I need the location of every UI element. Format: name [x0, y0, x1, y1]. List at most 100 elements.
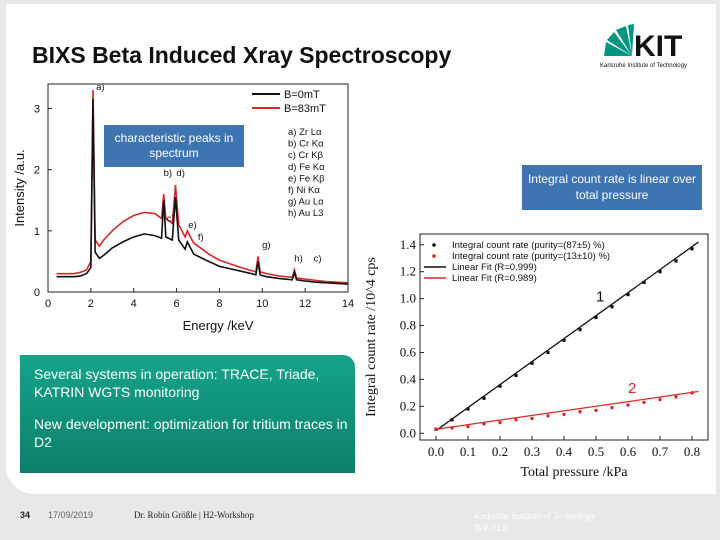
kit-logo: KIT Karlsruhe Institute of Technology — [598, 20, 713, 72]
pressure-point-series-0 — [674, 259, 678, 263]
pressure-point-series-0 — [594, 315, 598, 320]
kit-logo-subtitle: Karlsruhe Institute of Technology — [600, 63, 687, 69]
pressure-ytick-label: 1.2 — [400, 264, 416, 279]
spectrum-peak-key: d) Fe Kα — [288, 162, 325, 173]
spectrum-plot-frame — [47, 83, 349, 293]
spectrum-xtick-label: 10 — [256, 298, 268, 310]
pressure-xtick-label: 0.7 — [652, 444, 669, 459]
spectrum-peak-label: c) — [314, 253, 322, 264]
pressure-point-series-0 — [642, 280, 646, 285]
pressure-ylabel: Integral count rate /10^4 cps — [364, 257, 379, 417]
spectrum-peak-key: b) Cr Kα — [288, 139, 324, 150]
pressure-legend-label: Integral count rate (purity=(87±5) %) — [452, 240, 605, 251]
pressure-point-series-0 — [450, 418, 454, 422]
pressure-ytick-label: 0.4 — [400, 371, 417, 386]
spectrum-peak-label: c) — [167, 214, 175, 225]
spectrum-ytick-label: 0 — [34, 287, 40, 299]
pressure-xtick-label: 0.8 — [684, 444, 700, 459]
pressure-legend-label: Linear Fit (R=0.999) — [452, 262, 537, 273]
pressure-fit-line-1 — [435, 390, 699, 430]
spectrum-peak-key: a) Zr Lα — [288, 127, 322, 138]
spectrum-xtick-label: 6 — [174, 298, 180, 310]
spectrum-peak-key: c) Cr Kβ — [288, 150, 324, 161]
footer-org: Karlsruhe Institute of Technology IKP-TL… — [474, 510, 595, 534]
pressure-point-series-1 — [434, 427, 438, 431]
pressure-point-series-1 — [562, 412, 566, 417]
info-paragraph-development: New development: optimization for tritiu… — [34, 416, 348, 450]
pressure-legend-marker — [432, 243, 436, 247]
pressure-point-series-1 — [498, 420, 502, 425]
pressure-point-series-0 — [466, 407, 470, 411]
spectrum-peak-label: e) — [188, 220, 196, 231]
spectrum-series-0 — [56, 99, 349, 285]
pressure-xtick-label: 0.6 — [620, 444, 637, 459]
pressure-point-series-1 — [610, 405, 614, 410]
footer: 34 17/09/2019 Dr. Robin Größle | H2-Work… — [0, 494, 720, 540]
pressure-xtick-label: 0.4 — [556, 444, 573, 459]
info-box: Several systems in operation: TRACE, Tri… — [20, 355, 355, 473]
kit-logo-mark-icon — [604, 24, 634, 56]
pressure-series-label: 2 — [628, 380, 636, 397]
pressure-ytick-label: 0.0 — [400, 425, 416, 440]
spectrum-peak-key: f) Ni Kα — [288, 185, 320, 196]
pressure-point-series-1 — [482, 422, 486, 426]
pressure-ytick-label: 1.4 — [400, 237, 417, 252]
pressure-point-series-0 — [482, 396, 486, 400]
pressure-point-series-1 — [594, 408, 598, 413]
spectrum-peak-label: g) — [262, 240, 270, 251]
pressure-point-series-1 — [690, 391, 694, 395]
pressure-series-label: 1 — [596, 288, 604, 305]
pressure-point-series-1 — [530, 416, 534, 421]
pressure-xtick-label: 0.2 — [492, 444, 508, 459]
pressure-point-series-1 — [674, 395, 678, 399]
footer-org-line2: IKP-TLK — [474, 523, 509, 533]
pressure-point-series-1 — [450, 426, 454, 430]
kit-logo-text: KIT — [634, 30, 682, 63]
info-paragraph-systems: Several systems in operation: TRACE, Tri… — [34, 366, 320, 400]
footer-org-line1: Karlsruhe Institute of Technology — [474, 511, 596, 521]
spectrum-peak-key: g) Au Lα — [288, 197, 324, 208]
spectrum-peak-key: e) Fe Kβ — [288, 173, 325, 184]
spectrum-xtick-label: 12 — [299, 298, 311, 310]
spectrum-peak-label: a) — [96, 82, 104, 93]
pressure-point-series-1 — [578, 410, 582, 414]
pressure-xtick-label: 0.5 — [588, 444, 604, 459]
pressure-point-series-0 — [514, 373, 518, 377]
spectrum-legend-label: B=83mT — [284, 103, 326, 115]
pressure-point-series-0 — [690, 247, 694, 251]
pressure-xtick-label: 0.1 — [460, 444, 476, 459]
pressure-point-series-1 — [466, 424, 470, 429]
spectrum-ytick-label: 3 — [34, 103, 40, 115]
spectrum-xtick-label: 2 — [88, 298, 94, 310]
peaks-annotation: characteristic peaks in spectrum — [104, 125, 244, 167]
spectrum-xtick-label: 14 — [342, 298, 354, 310]
pressure-point-series-1 — [626, 403, 630, 407]
spectrum-xtick-label: 8 — [216, 298, 222, 310]
spectrum-legend-label: B=0mT — [284, 89, 320, 101]
pressure-legend-label: Integral count rate (purity=(13±10) %) — [452, 251, 610, 262]
spectrum-peak-key: h) Au L3 — [288, 208, 323, 219]
pressure-xtick-label: 0.3 — [524, 444, 540, 459]
pressure-point-series-0 — [578, 327, 582, 332]
pressure-point-series-1 — [546, 414, 550, 418]
pressure-point-series-1 — [514, 418, 518, 422]
pressure-ytick-label: 1.0 — [400, 291, 416, 306]
pressure-point-series-0 — [498, 384, 502, 388]
spectrum-peak-label: d) — [176, 168, 184, 179]
pressure-legend-label: Linear Fit (R=0.989) — [452, 273, 537, 284]
pressure-fit-line-0 — [435, 241, 699, 432]
pressure-xtick-label: 0.0 — [428, 444, 444, 459]
spectrum-ylabel: Intensity /a.u. — [12, 149, 27, 226]
pressure-legend-marker — [432, 254, 436, 258]
slide-title: BIXS Beta Induced Xray Spectroscopy — [32, 42, 452, 68]
pressure-point-series-0 — [546, 350, 550, 355]
page-number: 34 — [20, 510, 31, 520]
pressure-xlabel: Total pressure /kPa — [520, 465, 628, 480]
pressure-chart: 0.0 0.1 0.2 0.3 0.4 0.5 0.6 0.7 0.8 0.0 0.2 0.4 0.6 0… — [364, 233, 709, 480]
pressure-point-series-1 — [642, 400, 646, 405]
pressure-point-series-0 — [626, 292, 630, 297]
pressure-point-series-0 — [610, 305, 614, 309]
pressure-point-series-0 — [658, 270, 662, 274]
